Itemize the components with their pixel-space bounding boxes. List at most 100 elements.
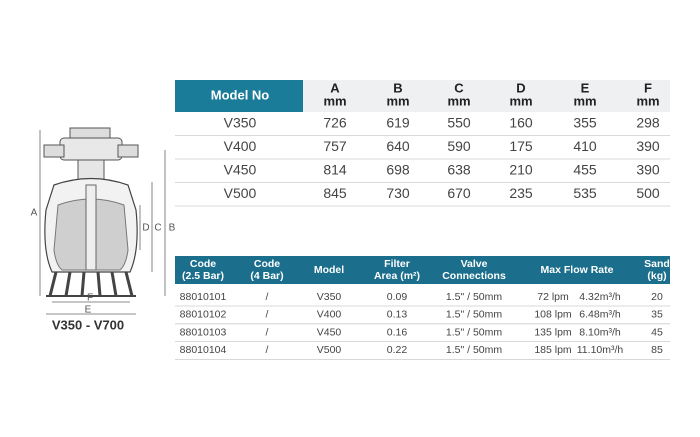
header-cell: (2.5 Bar) (182, 270, 224, 282)
cell: V500 (317, 344, 342, 356)
header-cell: Code (254, 258, 280, 270)
header-cell: (kg) (647, 270, 666, 282)
header-bg (175, 256, 670, 284)
cell: 135 lpm (534, 326, 572, 338)
cell: 390 (636, 162, 660, 178)
header-cell: mm (509, 93, 532, 108)
header-cell: Filter (384, 258, 410, 270)
cell: / (266, 309, 269, 321)
cell: 1.5" / 50mm (446, 291, 503, 303)
header-cell: C (454, 80, 464, 95)
valve (59, 137, 123, 161)
cell: V450 (317, 326, 342, 338)
cell: 175 (509, 138, 533, 154)
cell: 698 (386, 162, 410, 178)
header-cell: Area (m²) (374, 270, 420, 282)
cell: 160 (509, 115, 533, 131)
cell: V400 (317, 309, 342, 321)
cell: / (266, 326, 269, 338)
pipe (85, 184, 97, 271)
valve-handle (69, 127, 111, 139)
header-key-bg (175, 80, 303, 112)
cell: 500 (636, 185, 660, 201)
cell: V350 (317, 291, 342, 303)
cell: V400 (224, 138, 257, 154)
label-c: C (154, 223, 161, 234)
header-cell: Max Flow Rate (541, 264, 614, 276)
header-cell: B (393, 80, 402, 95)
cell: 590 (447, 138, 471, 154)
cell: 185 lpm (534, 344, 572, 356)
cell: 85 (651, 344, 663, 356)
cell: 235 (509, 185, 533, 201)
label-b: B (169, 223, 176, 234)
header-cell: mm (636, 93, 659, 108)
cell: / (266, 291, 269, 303)
cell: 6.48m³/h (579, 309, 621, 321)
cell: 0.22 (387, 344, 408, 356)
cell: 20 (651, 291, 663, 303)
cell: 726 (323, 115, 347, 131)
cell: 355 (573, 115, 597, 131)
cell: / (266, 344, 269, 356)
cell: V500 (224, 185, 257, 201)
cell: 757 (323, 138, 347, 154)
label-d: D (142, 223, 149, 234)
port (117, 144, 139, 158)
cell: 0.16 (387, 326, 408, 338)
cell: 45 (651, 326, 663, 338)
cell: 730 (386, 185, 410, 201)
header-cell: mm (573, 93, 596, 108)
header-cell: Connections (442, 270, 506, 282)
filter-diagram: A B C D F E V350 - V700 (31, 127, 176, 332)
label-a: A (31, 208, 38, 219)
cell: 619 (386, 115, 410, 131)
cell: 455 (573, 162, 597, 178)
header-cell: D (516, 80, 525, 95)
header-cell: A (330, 80, 340, 95)
cell: 0.13 (387, 309, 408, 321)
legs (48, 271, 134, 297)
cell: 535 (573, 185, 597, 201)
cell: 638 (447, 162, 471, 178)
header-cell: E (581, 80, 590, 95)
cell: 11.10m³/h (577, 344, 624, 356)
cell: 35 (651, 309, 663, 321)
cell: V450 (224, 162, 257, 178)
cell: 390 (636, 138, 660, 154)
specs-table: Code(2.5 Bar)Code(4 Bar) Model FilterArea … (175, 256, 670, 360)
cell: 1.5" / 50mm (446, 309, 503, 321)
header-cell: F (644, 80, 652, 95)
header-cell: Code (190, 258, 216, 270)
header-cell: Valve (461, 258, 488, 270)
cell: V350 (224, 115, 257, 131)
cell: 640 (386, 138, 410, 154)
cell: 0.09 (387, 291, 408, 303)
cell: 410 (573, 138, 597, 154)
cell: 88010103 (180, 326, 227, 338)
cell: 298 (636, 115, 660, 131)
cell: 210 (509, 162, 533, 178)
cell: 88010104 (180, 344, 227, 356)
cell: 108 lpm (534, 309, 572, 321)
header-cell: Model No (211, 87, 270, 102)
header-cell: Sand (644, 258, 670, 270)
cell: 8.10m³/h (579, 326, 621, 338)
label-e: E (85, 305, 92, 316)
port (43, 144, 65, 158)
cell: 88010102 (180, 309, 227, 321)
cell: 4.32m³/h (579, 291, 621, 303)
header-cell: (4 Bar) (250, 270, 283, 282)
cell: 88010101 (180, 291, 227, 303)
cell: 845 (323, 185, 347, 201)
label-f: F (87, 293, 93, 304)
header-cell: mm (447, 93, 470, 108)
header-cell: mm (386, 93, 409, 108)
cell: 550 (447, 115, 471, 131)
cell: 1.5" / 50mm (446, 326, 503, 338)
header-cell: Model (314, 264, 344, 276)
cell: 1.5" / 50mm (446, 344, 503, 356)
header-cell: mm (323, 93, 346, 108)
